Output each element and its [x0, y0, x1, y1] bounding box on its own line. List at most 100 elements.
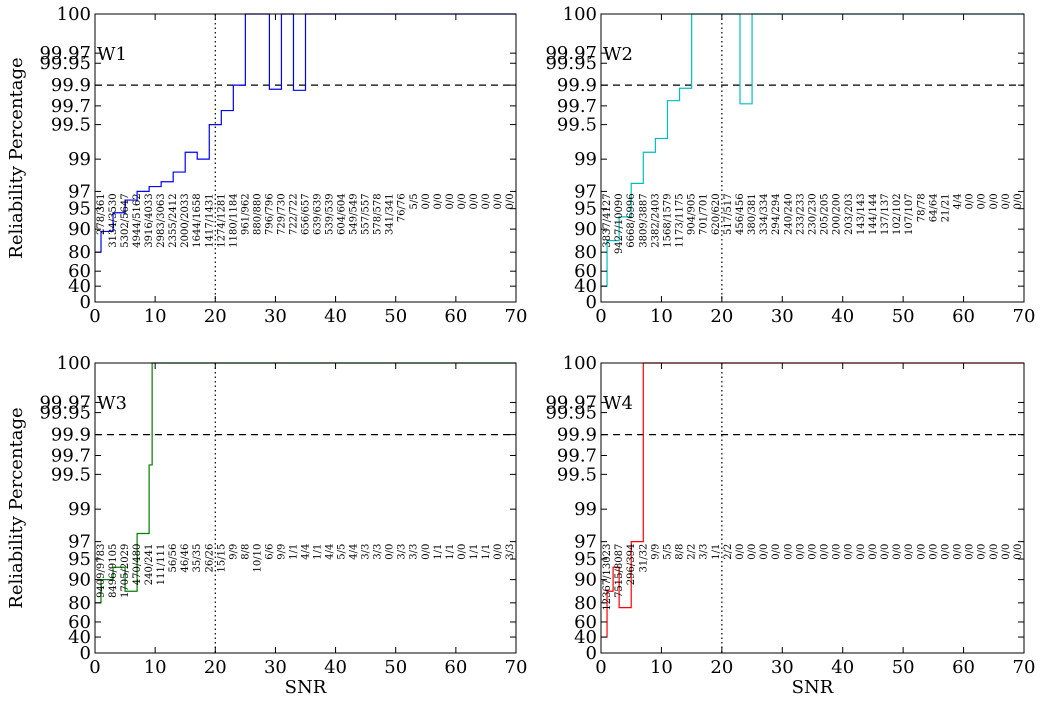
y-tick-label: 60	[574, 612, 597, 633]
count-label: 3/3	[699, 544, 710, 560]
y-tick-label: 99.97	[545, 43, 597, 64]
count-label: 0/0	[783, 544, 794, 560]
x-tick-label: 40	[831, 657, 854, 678]
y-tick-label: 40	[68, 627, 91, 648]
count-label: 0/0	[1001, 544, 1012, 560]
x-tick-label: 10	[650, 657, 673, 678]
count-label: 5/5	[409, 193, 420, 209]
count-label: 230/230	[808, 193, 819, 235]
x-tick-label: 50	[384, 306, 407, 327]
count-label: 961/962	[240, 193, 251, 235]
series-line-w1	[95, 13, 516, 253]
count-label: 8/8	[240, 544, 251, 560]
count-label: 111/111	[156, 544, 167, 586]
y-tick-label: 100	[57, 4, 91, 25]
count-label: 0/0	[916, 544, 927, 560]
count-label: 1/1	[433, 544, 444, 560]
count-label: 0/0	[433, 193, 444, 209]
x-tick-label: 0	[595, 306, 606, 327]
count-label: 0/0	[953, 544, 964, 560]
x-tick-label: 10	[144, 657, 167, 678]
count-label: 0/0	[469, 193, 480, 209]
count-label: 1/1	[469, 544, 480, 560]
y-tick-label: 99.7	[51, 446, 91, 467]
x-tick-label: 40	[324, 657, 347, 678]
count-label: 0/0	[735, 544, 746, 560]
count-label: 380/381	[747, 193, 758, 235]
count-label: 2000/2033	[180, 193, 191, 247]
y-tick-label: 100	[563, 4, 597, 25]
count-label: 3837/4127	[602, 193, 613, 247]
count-label: 31/32	[638, 544, 649, 573]
x-tick-label: 0	[89, 657, 100, 678]
axes-frame	[600, 362, 1025, 654]
x-axis-label: SNR	[285, 677, 327, 698]
x-tick-label: 30	[264, 657, 287, 678]
count-label: 0/0	[385, 544, 396, 560]
count-label: 9/9	[276, 544, 287, 560]
count-label: 0/0	[759, 544, 770, 560]
count-label: 0/0	[928, 544, 939, 560]
count-label: 1180/1184	[228, 193, 239, 247]
count-label: 15/15	[216, 544, 227, 573]
count-label: 21/21	[940, 193, 951, 222]
y-tick-label: 99.9	[51, 75, 91, 96]
y-tick-label: 99	[574, 149, 597, 170]
series-label: W3	[97, 393, 127, 414]
count-label: 3/3	[397, 544, 408, 560]
count-label: 1/1	[711, 544, 722, 560]
count-label: 8/8	[675, 544, 686, 560]
count-label: 722/722	[288, 193, 299, 235]
x-tick-label: 30	[264, 306, 287, 327]
series-line-w2	[601, 13, 1024, 287]
count-label: 2382/2403	[650, 193, 661, 247]
x-tick-label: 70	[505, 306, 528, 327]
count-label: 2/2	[723, 544, 734, 560]
y-tick-label: 0	[586, 643, 597, 664]
y-tick-label: 80	[574, 593, 597, 614]
count-label: 4/4	[349, 544, 360, 560]
count-label: 4/4	[325, 544, 336, 560]
count-label: 26/26	[204, 544, 215, 573]
count-label: 6/6	[264, 544, 275, 560]
count-label: 0/0	[940, 544, 951, 560]
count-label: 341/341	[385, 193, 396, 235]
count-label: 107/107	[904, 193, 915, 235]
count-label: 796/796	[264, 193, 275, 235]
y-tick-label: 99.7	[557, 446, 597, 467]
count-label: 205/205	[820, 193, 831, 235]
x-tick-label: 20	[204, 657, 227, 678]
axes-frame	[600, 13, 1025, 303]
series-label: W2	[603, 44, 633, 65]
count-label: 656/657	[301, 193, 312, 235]
x-tick-label: 60	[952, 657, 975, 678]
count-label: 880/880	[252, 193, 263, 235]
count-label: 456/456	[735, 193, 746, 235]
count-label: 56/56	[168, 544, 179, 573]
count-label: 76/76	[397, 193, 408, 222]
series-label: W1	[97, 44, 127, 65]
count-label: 0/0	[977, 544, 988, 560]
y-tick-label: 99.97	[39, 43, 91, 64]
y-tick-label: 40	[574, 627, 597, 648]
count-label: 7515/8087	[614, 544, 625, 598]
x-tick-label: 70	[1013, 657, 1036, 678]
count-label: 240/240	[783, 193, 794, 235]
count-label: 1274/1281	[216, 193, 227, 247]
count-label: 10/10	[252, 544, 263, 573]
count-label: 904/905	[687, 193, 698, 235]
count-label: 0/0	[965, 193, 976, 209]
count-label: 1/1	[481, 544, 492, 560]
x-tick-label: 50	[892, 657, 915, 678]
x-tick-label: 10	[650, 306, 673, 327]
count-label: 6668/6996	[626, 193, 637, 247]
panel-w3: 9409/9783 8496/9105 1705/2029 470/480 240/24…	[6, 353, 527, 698]
count-label: 46/46	[180, 544, 191, 573]
count-label: 9/9	[228, 544, 239, 560]
y-tick-label: 100	[57, 353, 91, 374]
count-label: 0/0	[771, 544, 782, 560]
x-tick-label: 60	[952, 306, 975, 327]
y-tick-label: 60	[574, 261, 597, 282]
y-tick-label: 60	[68, 261, 91, 282]
count-label: 200/200	[832, 193, 843, 235]
